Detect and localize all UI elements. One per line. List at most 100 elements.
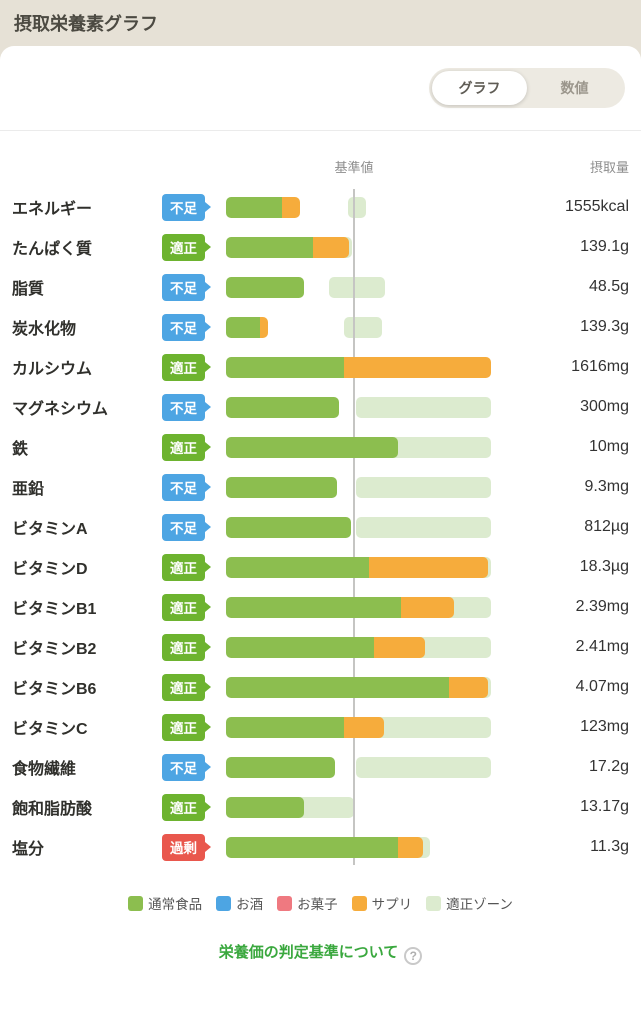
status-badge-col: 適正 (162, 233, 226, 261)
nutrient-label: 塩分 (12, 841, 45, 858)
nutrient-row: カルシウム 適正 1616mg (12, 347, 629, 387)
legend-item: サプリ (351, 893, 412, 913)
legend-swatch-icon (128, 895, 144, 911)
nutrient-row: 鉄 適正 10mg (12, 427, 629, 467)
intake-value: 13.17g (580, 798, 629, 815)
nutrient-row: 亜鉛 不足 9.3mg (12, 467, 629, 507)
food-bar (226, 276, 305, 298)
intake-value: 10mg (588, 438, 629, 455)
bar-track (226, 396, 491, 418)
intake-value: 48.5g (588, 278, 629, 295)
legend-label: お菓子 (297, 897, 338, 912)
status-badge-col: 適正 (162, 793, 226, 821)
intake-value: 17.2g (588, 758, 629, 775)
status-badge: 不足 (162, 313, 211, 341)
status-badge: 適正 (162, 553, 211, 581)
intake-value: 123mg (580, 718, 629, 735)
help-icon[interactable]: ? (404, 947, 423, 965)
intake-value: 18.3µg (579, 558, 629, 575)
criteria-link[interactable]: 栄養価の判定基準について (218, 944, 399, 961)
bar-track (226, 196, 491, 218)
legend-label: 通常食品 (148, 897, 203, 912)
tab-graph[interactable]: グラフ (432, 71, 527, 105)
status-badge-col: 不足 (162, 513, 226, 541)
page-title: 摂取栄養素グラフ (14, 14, 158, 34)
intake-value: 139.1g (580, 238, 629, 255)
supplement-bar (400, 596, 454, 618)
target-zone-bar (329, 276, 385, 298)
status-badge: 適正 (162, 433, 211, 461)
legend-swatch-icon (351, 895, 367, 911)
food-bar (226, 596, 401, 618)
status-badge: 不足 (162, 513, 211, 541)
intake-value: 2.39mg (575, 598, 629, 615)
target-zone-bar (355, 516, 491, 538)
legend-item: 適正ゾーン (426, 893, 513, 913)
food-bar (226, 676, 449, 698)
status-badge-col: 適正 (162, 433, 226, 461)
view-toggle: グラフ 数値 (429, 68, 625, 108)
nutrient-row: エネルギー 不足 1555kcal (12, 187, 629, 227)
food-bar (226, 836, 399, 858)
food-bar (226, 196, 282, 218)
status-badge: 不足 (162, 473, 211, 501)
target-zone-bar (343, 316, 383, 338)
footer: 栄養価の判定基準について? (0, 941, 641, 997)
legend-swatch-icon (277, 895, 293, 911)
status-badge-col: 不足 (162, 473, 226, 501)
status-badge: 過剰 (162, 833, 211, 861)
food-bar (226, 396, 339, 418)
status-badge: 適正 (162, 593, 211, 621)
nutrient-label: ビタミンB1 (12, 601, 97, 618)
nutrient-label: たんぱく質 (12, 241, 93, 258)
target-zone-bar (355, 396, 491, 418)
food-bar (226, 316, 261, 338)
supplement-bar (343, 356, 491, 378)
status-badge: 適正 (162, 673, 211, 701)
intake-value: 300mg (580, 398, 629, 415)
supplement-bar (398, 836, 424, 858)
intake-value: 1555kcal (564, 198, 629, 215)
bar-track (226, 556, 491, 578)
chart-rows: エネルギー 不足 1555kcal たんぱく質 適正 139.1g (12, 187, 629, 867)
status-badge: 不足 (162, 273, 211, 301)
bar-track (226, 596, 491, 618)
nutrient-row: 塩分 過剰 11.3g (12, 827, 629, 867)
nutrient-row: 炭水化物 不足 139.3g (12, 307, 629, 347)
legend-swatch-icon (426, 895, 442, 911)
supplement-bar (369, 556, 489, 578)
legend-item: お菓子 (277, 893, 338, 913)
supplement-bar (343, 716, 384, 738)
intake-value: 11.3g (590, 838, 629, 855)
status-badge: 不足 (162, 193, 211, 221)
nutrient-row: 飽和脂肪酸 適正 13.17g (12, 787, 629, 827)
legend-swatch-icon (216, 895, 232, 911)
nutrient-label: 鉄 (12, 441, 29, 458)
nutrient-chart: 基準値 摂取量 エネルギー 不足 1555kcal たんぱく質 適正 (0, 131, 641, 867)
nutrient-label: 脂質 (12, 281, 45, 298)
bar-track (226, 636, 491, 658)
bar-track (226, 796, 491, 818)
target-zone-bar (347, 196, 367, 218)
nutrient-row: ビタミンA 不足 812µg (12, 507, 629, 547)
divider (0, 130, 641, 131)
status-badge-col: 不足 (162, 193, 226, 221)
content-card: グラフ 数値 基準値 摂取量 エネルギー 不足 1555kcal たんぱく質 (0, 46, 641, 1024)
food-bar (226, 476, 338, 498)
bar-track (226, 676, 491, 698)
status-badge-col: 適正 (162, 353, 226, 381)
intake-value: 2.41mg (575, 638, 629, 655)
status-badge: 不足 (162, 393, 211, 421)
nutrient-row: マグネシウム 不足 300mg (12, 387, 629, 427)
legend: 通常食品 お酒 お菓子 サプリ 適正ゾーン (0, 893, 641, 913)
nutrient-label: ビタミンB2 (12, 641, 97, 658)
status-badge-col: 適正 (162, 553, 226, 581)
intake-value: 812µg (584, 518, 629, 535)
nutrient-label: 亜鉛 (12, 481, 45, 498)
target-zone-bar (355, 716, 491, 738)
target-zone-bar (355, 756, 491, 778)
bar-track (226, 756, 491, 778)
food-bar (226, 236, 314, 258)
status-badge-col: 適正 (162, 593, 226, 621)
tab-numeric[interactable]: 数値 (527, 71, 622, 105)
